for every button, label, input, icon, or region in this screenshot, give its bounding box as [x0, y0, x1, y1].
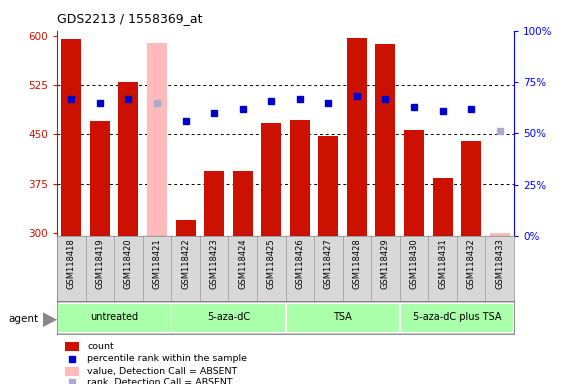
Text: GSM118425: GSM118425 — [267, 238, 276, 289]
Bar — [90, 121, 110, 236]
Text: GSM118418: GSM118418 — [67, 238, 76, 289]
Text: TSA: TSA — [333, 312, 352, 322]
Text: GSM118432: GSM118432 — [467, 238, 476, 289]
Bar — [261, 122, 281, 236]
Text: percentile rank within the sample: percentile rank within the sample — [87, 354, 247, 363]
Text: GSM118431: GSM118431 — [438, 238, 447, 289]
Text: GSM118422: GSM118422 — [181, 238, 190, 289]
Bar — [400, 303, 513, 333]
Text: GSM118419: GSM118419 — [95, 238, 104, 289]
Text: GSM118420: GSM118420 — [124, 238, 133, 289]
Text: GSM118430: GSM118430 — [409, 238, 419, 289]
Text: rank, Detection Call = ABSENT: rank, Detection Call = ABSENT — [87, 378, 233, 384]
Bar — [171, 303, 285, 333]
Text: GSM118421: GSM118421 — [152, 238, 162, 289]
Text: GSM118428: GSM118428 — [352, 238, 361, 289]
Bar — [57, 303, 171, 333]
Bar — [62, 39, 81, 236]
Text: count: count — [87, 343, 114, 351]
Text: GSM118424: GSM118424 — [238, 238, 247, 289]
Bar — [233, 170, 253, 236]
Bar — [433, 179, 452, 236]
Bar — [461, 141, 481, 236]
Bar — [376, 44, 395, 236]
Bar — [319, 136, 338, 236]
Text: GSM118423: GSM118423 — [210, 238, 219, 289]
Bar — [65, 343, 79, 351]
Text: 5-aza-dC: 5-aza-dC — [207, 312, 250, 322]
Bar — [347, 38, 367, 236]
Text: GSM118426: GSM118426 — [295, 238, 304, 289]
Text: GSM118433: GSM118433 — [495, 238, 504, 289]
Bar — [65, 367, 79, 376]
Bar — [490, 233, 509, 236]
Text: GDS2213 / 1558369_at: GDS2213 / 1558369_at — [57, 12, 203, 25]
Text: GSM118427: GSM118427 — [324, 238, 333, 289]
Bar — [119, 82, 138, 236]
Bar — [286, 303, 399, 333]
Text: GSM118429: GSM118429 — [381, 238, 390, 289]
Polygon shape — [43, 312, 57, 327]
Bar — [176, 220, 195, 236]
Bar — [147, 43, 167, 236]
Text: agent: agent — [9, 314, 39, 324]
Text: value, Detection Call = ABSENT: value, Detection Call = ABSENT — [87, 367, 238, 376]
Text: untreated: untreated — [90, 312, 138, 322]
Bar — [204, 170, 224, 236]
Bar — [290, 120, 309, 236]
Bar — [404, 131, 424, 236]
Text: 5-aza-dC plus TSA: 5-aza-dC plus TSA — [413, 312, 501, 322]
